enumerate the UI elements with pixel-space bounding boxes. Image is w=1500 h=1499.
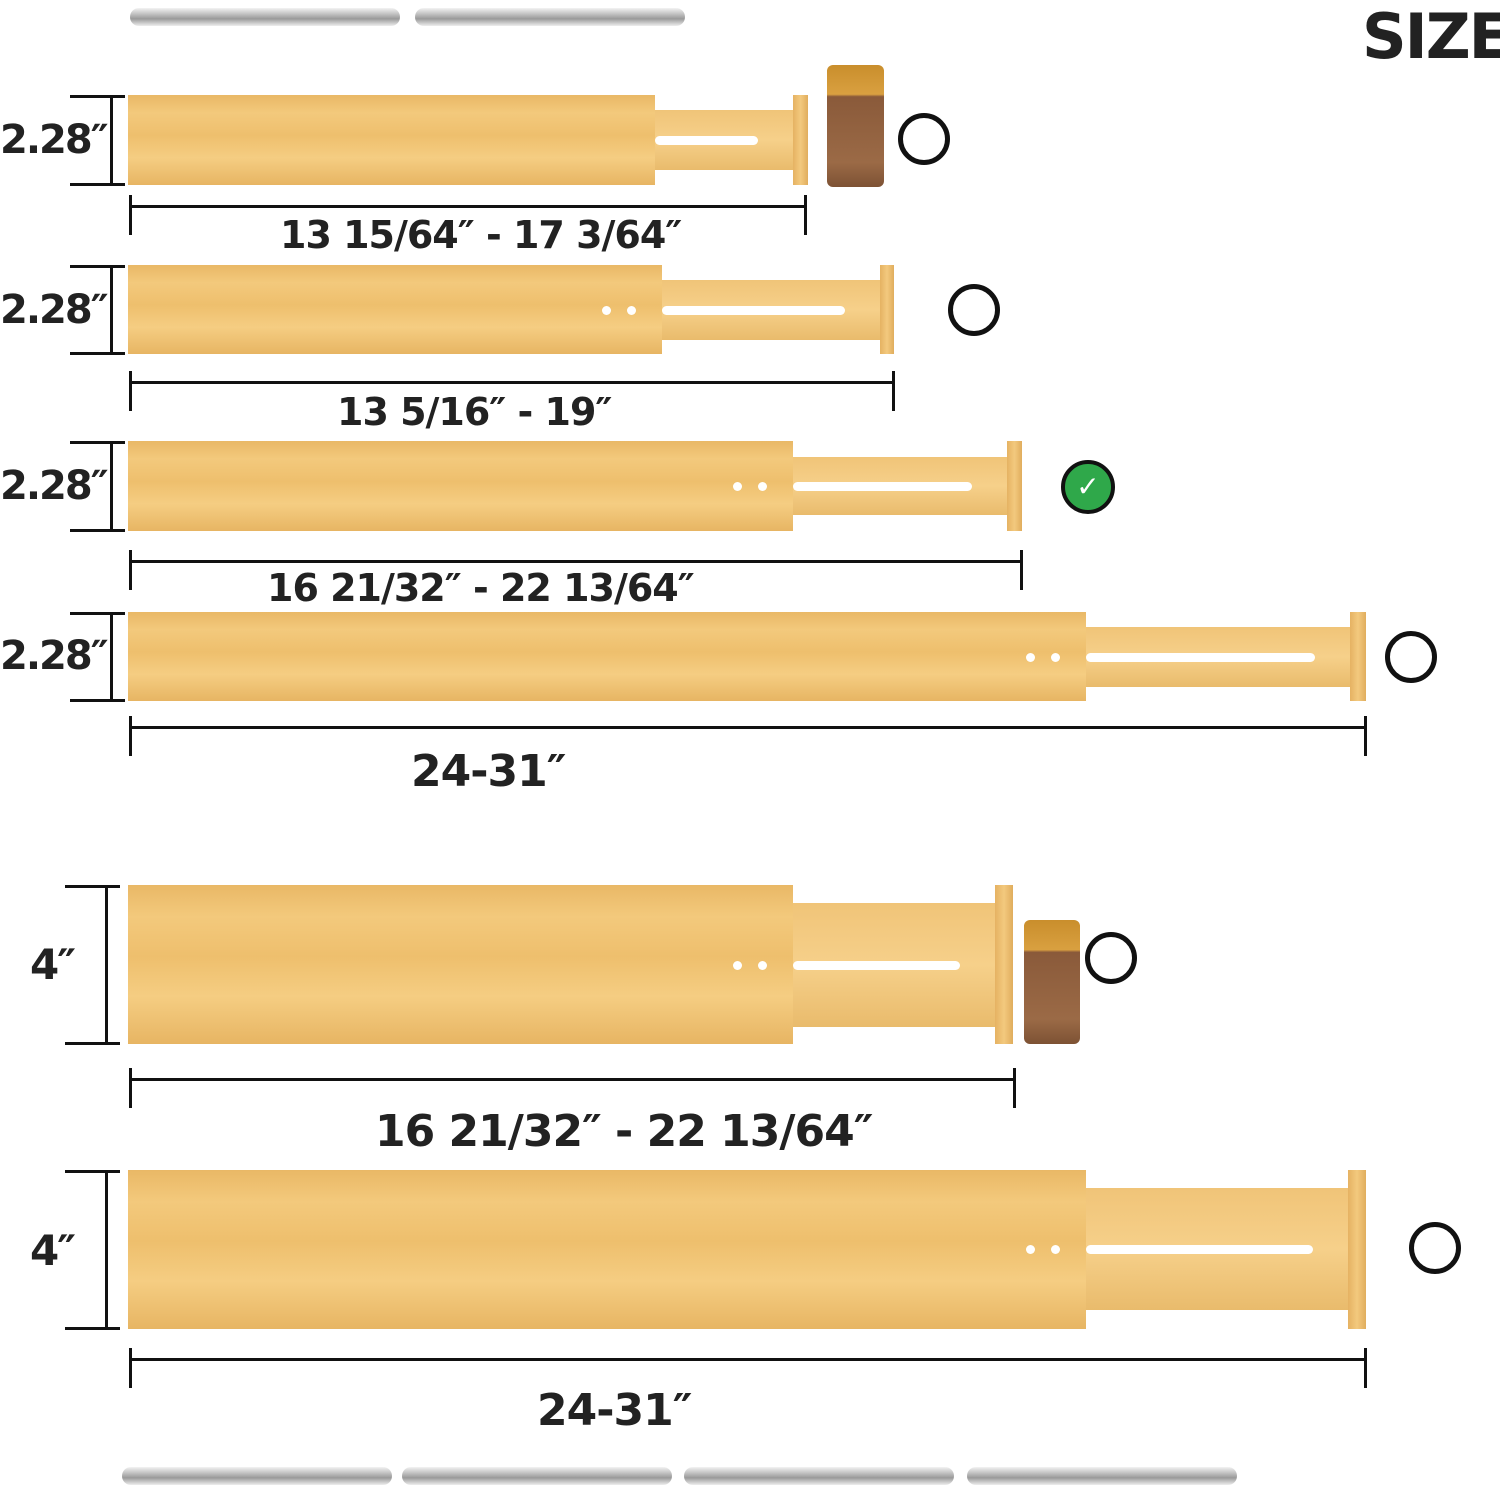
height-tick <box>65 1170 120 1173</box>
divider-main-board <box>128 885 793 1044</box>
divider-end-cap <box>995 885 1013 1044</box>
height-dimension-line <box>110 612 113 701</box>
empty-circle-icon[interactable] <box>1085 932 1137 984</box>
divider-end-cap <box>1007 441 1022 531</box>
height-tick <box>70 529 125 532</box>
length-label: 13 15/64″ - 17 3/64″ <box>280 213 682 257</box>
fork-icon <box>415 8 685 26</box>
height-tick <box>65 1042 120 1045</box>
empty-circle-icon[interactable] <box>1409 1222 1461 1274</box>
height-tick <box>70 352 125 355</box>
peg-hole <box>733 961 742 970</box>
fork-icon <box>122 1467 392 1485</box>
divider-main-board <box>128 612 1086 701</box>
length-tick <box>129 550 132 590</box>
length-tick <box>1020 550 1023 590</box>
size-title: SIZE <box>1362 0 1500 73</box>
fork-icon <box>130 8 400 26</box>
peg-hole <box>733 482 742 491</box>
adjust-slot <box>1086 1245 1313 1254</box>
height-tick <box>70 95 125 98</box>
length-tick <box>804 195 807 235</box>
length-tick <box>1364 716 1367 756</box>
length-dimension-line <box>130 560 1022 563</box>
height-label: 2.28″ <box>0 633 109 679</box>
length-label: 16 21/32″ - 22 13/64″ <box>375 1106 873 1157</box>
height-tick <box>65 1327 120 1330</box>
divider-end-cap <box>1348 1170 1366 1329</box>
peg-hole <box>758 961 767 970</box>
spice-jar-icon <box>827 65 884 187</box>
length-tick <box>1364 1348 1367 1388</box>
height-dimension-line <box>110 95 113 185</box>
peg-hole <box>1026 653 1035 662</box>
height-tick <box>70 265 125 268</box>
spice-jar-icon <box>1024 920 1080 1044</box>
divider-end-cap <box>1350 612 1366 701</box>
length-tick <box>129 1068 132 1108</box>
divider-end-cap <box>880 265 894 354</box>
peg-hole <box>1026 1245 1035 1254</box>
height-dimension-line <box>105 885 108 1044</box>
adjust-slot <box>655 136 758 145</box>
height-dimension-line <box>110 441 113 531</box>
height-tick <box>70 441 125 444</box>
height-tick <box>70 612 125 615</box>
peg-hole <box>758 482 767 491</box>
check-circle-icon[interactable]: ✓ <box>1061 460 1115 514</box>
empty-circle-icon[interactable] <box>898 113 950 165</box>
height-dimension-line <box>105 1170 108 1329</box>
fork-icon <box>684 1467 954 1485</box>
length-label: 24-31″ <box>537 1385 692 1436</box>
length-tick <box>129 195 132 235</box>
height-tick <box>70 183 125 186</box>
divider-end-cap <box>793 95 808 185</box>
length-tick <box>129 1348 132 1388</box>
adjust-slot <box>793 482 972 491</box>
peg-hole <box>1051 653 1060 662</box>
adjust-slot <box>662 306 845 315</box>
divider-main-board <box>128 441 793 531</box>
height-label: 2.28″ <box>0 117 109 163</box>
empty-circle-icon[interactable] <box>1385 631 1437 683</box>
fork-icon <box>402 1467 672 1485</box>
length-dimension-line <box>130 726 1366 729</box>
peg-hole <box>627 306 636 315</box>
empty-circle-icon[interactable] <box>948 284 1000 336</box>
height-tick <box>65 885 120 888</box>
length-dimension-line <box>130 1358 1366 1361</box>
height-label: 2.28″ <box>0 463 109 509</box>
divider-main-board <box>128 265 662 354</box>
height-tick <box>70 699 125 702</box>
length-label: 24-31″ <box>411 746 566 797</box>
length-dimension-line <box>130 381 894 384</box>
divider-main-board <box>128 95 655 185</box>
height-label: 4″ <box>30 1226 76 1275</box>
length-dimension-line <box>130 1078 1015 1081</box>
length-dimension-line <box>130 205 806 208</box>
adjust-slot <box>793 961 960 970</box>
peg-hole <box>602 306 611 315</box>
adjust-slot <box>1086 653 1315 662</box>
peg-hole <box>1051 1245 1060 1254</box>
length-tick <box>1013 1068 1016 1108</box>
height-label: 2.28″ <box>0 287 109 333</box>
length-label: 13 5/16″ - 19″ <box>337 390 612 434</box>
length-tick <box>892 371 895 411</box>
length-tick <box>129 371 132 411</box>
length-tick <box>129 716 132 756</box>
length-label: 16 21/32″ - 22 13/64″ <box>267 566 695 610</box>
divider-main-board <box>128 1170 1086 1329</box>
height-dimension-line <box>110 265 113 354</box>
height-label: 4″ <box>30 940 76 989</box>
fork-icon <box>967 1467 1237 1485</box>
